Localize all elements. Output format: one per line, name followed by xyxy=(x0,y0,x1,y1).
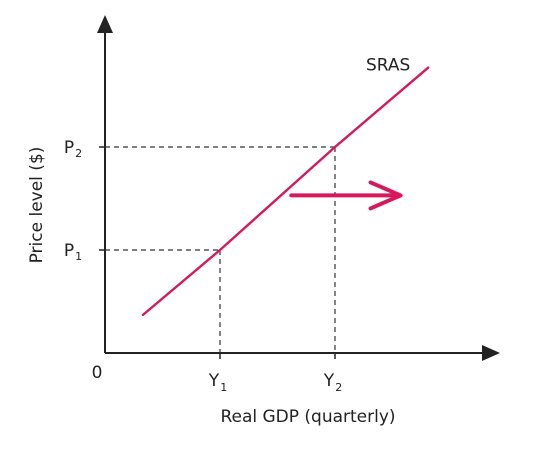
x-tick-label-2: Y2 xyxy=(323,371,342,394)
x-axis-label: Real GDP (quarterly) xyxy=(220,407,395,427)
origin-label: 0 xyxy=(92,363,103,383)
y-axis-arrowhead xyxy=(97,15,113,33)
series-layer xyxy=(141,66,430,317)
x-axis-arrowhead xyxy=(482,345,500,361)
y-axis-label: Price level ($) xyxy=(27,147,47,264)
annotation-layer xyxy=(289,180,403,211)
y-tick-label-1: P1 xyxy=(64,241,82,263)
series-label-sras: SRAS xyxy=(366,56,410,76)
tick-labels: Y1 Y2 P1 P2 xyxy=(64,138,342,394)
series-line-sras xyxy=(141,66,430,317)
y-tick-label-2: P2 xyxy=(64,138,82,160)
shift-arrow-head xyxy=(368,180,403,211)
x-tick-label-1: Y1 xyxy=(208,371,227,394)
guide-lines xyxy=(105,146,336,353)
